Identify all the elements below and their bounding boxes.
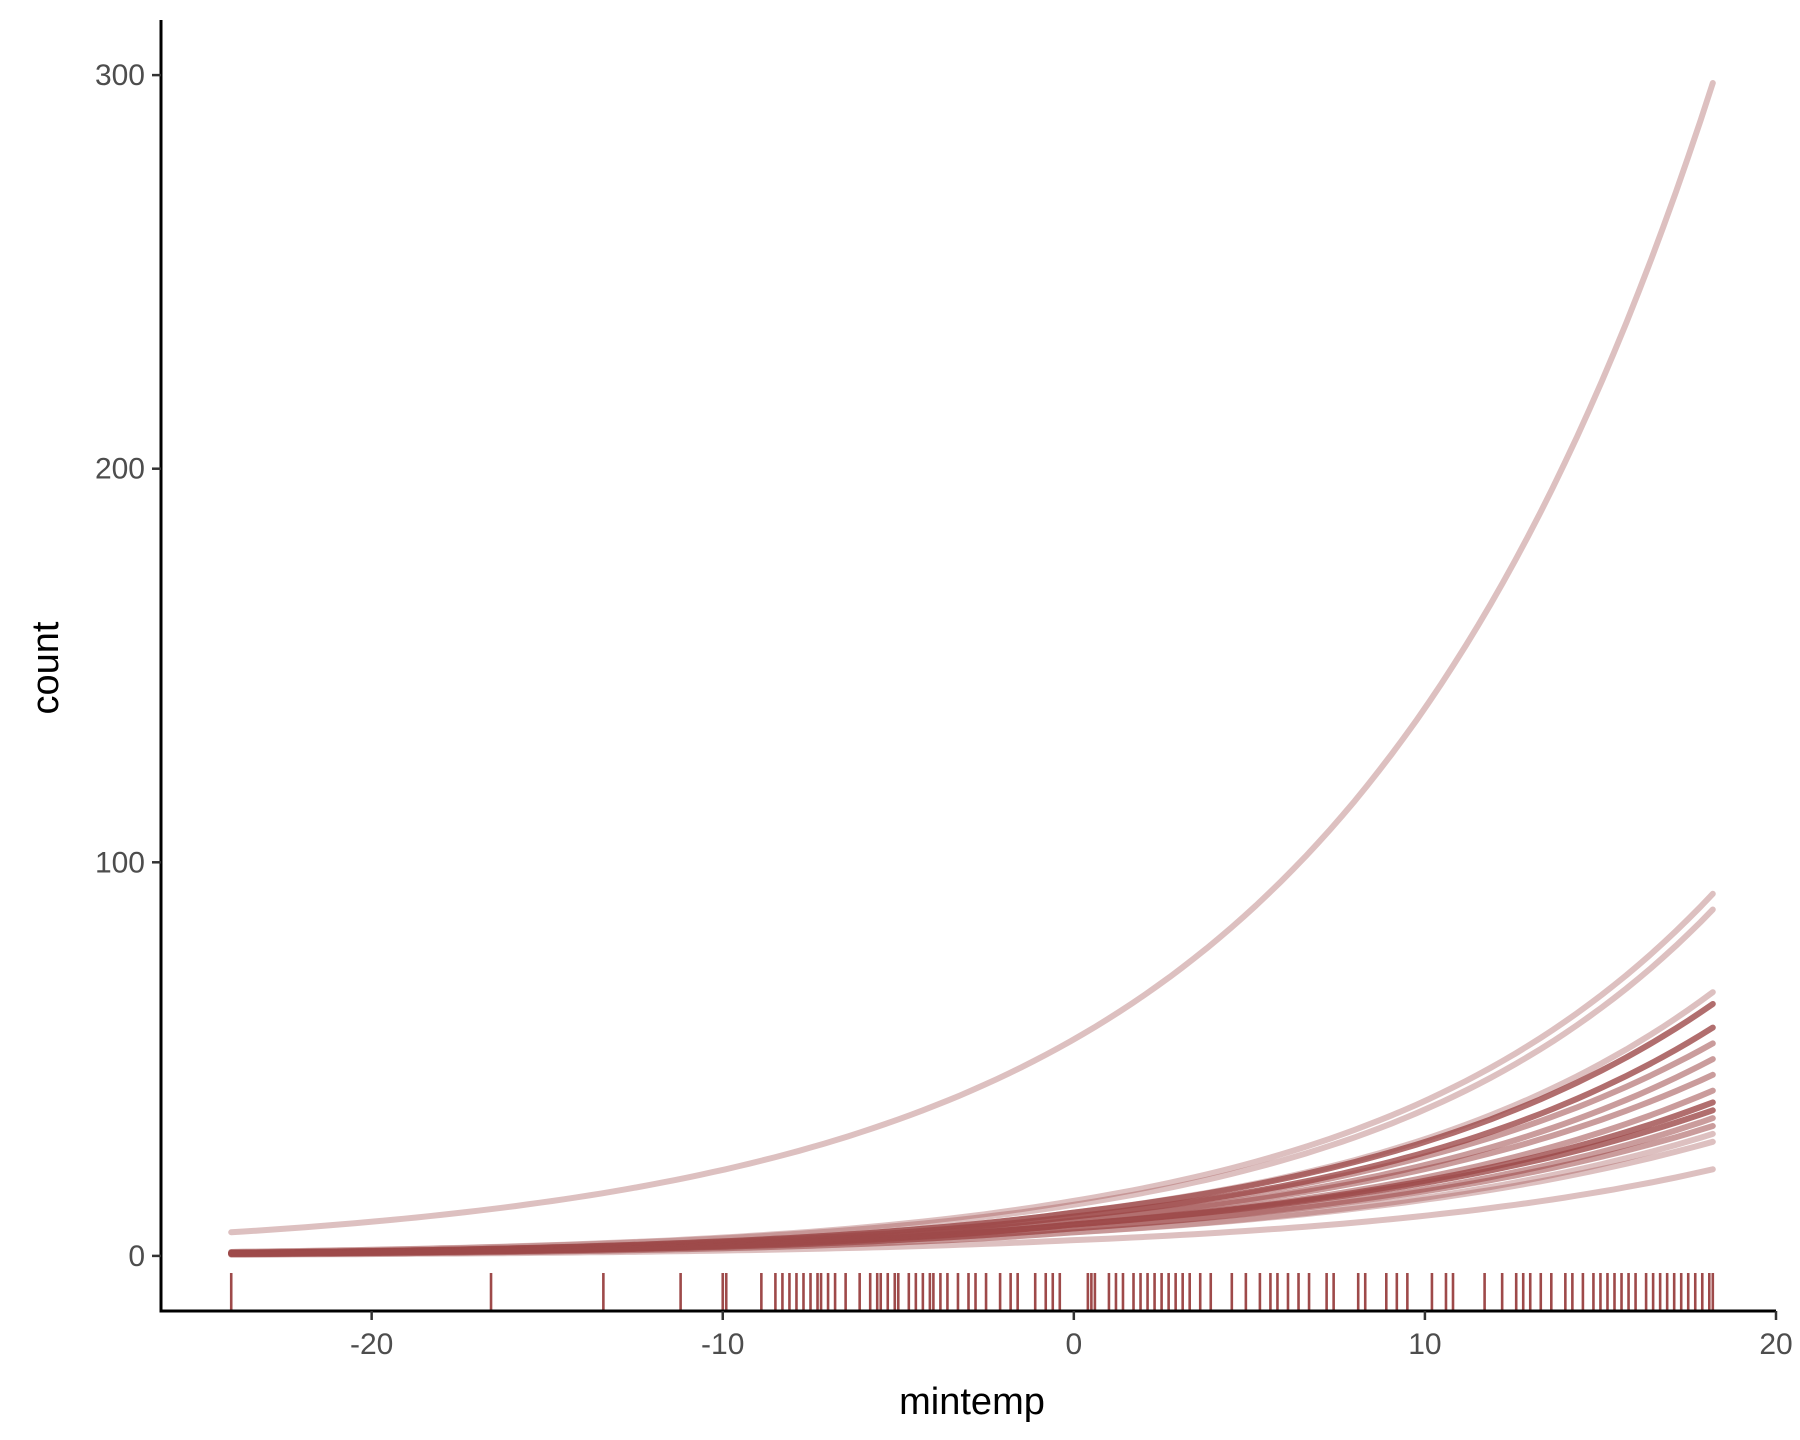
x-tick-label: 20 bbox=[1759, 1328, 1792, 1361]
series-line-16 bbox=[228, 1138, 1716, 1258]
y-axis-title: count bbox=[25, 621, 67, 714]
x-tick-label: 0 bbox=[1065, 1328, 1082, 1361]
axes bbox=[159, 20, 1776, 1313]
series-line-15 bbox=[228, 1130, 1716, 1258]
y-tick-label: 200 bbox=[95, 453, 145, 486]
x-tick-label: 10 bbox=[1408, 1328, 1441, 1361]
y-tick-label: 300 bbox=[95, 59, 145, 92]
y-tick-label: 0 bbox=[128, 1240, 145, 1273]
x-axis-title: mintemp bbox=[899, 1381, 1045, 1423]
series-line-1 bbox=[228, 80, 1716, 1236]
x-tick-label: -20 bbox=[350, 1328, 393, 1361]
rug-layer bbox=[229, 1273, 1715, 1311]
y-axis-ticks: 0 100 200 300 bbox=[95, 59, 161, 1273]
x-tick-label: -10 bbox=[701, 1328, 744, 1361]
curve-layer bbox=[228, 80, 1716, 1258]
y-tick-label: 100 bbox=[95, 846, 145, 879]
series-line-14 bbox=[228, 1123, 1716, 1257]
series-line-17 bbox=[228, 1166, 1716, 1258]
x-axis-ticks: -20 -10 0 10 20 bbox=[350, 1311, 1793, 1361]
